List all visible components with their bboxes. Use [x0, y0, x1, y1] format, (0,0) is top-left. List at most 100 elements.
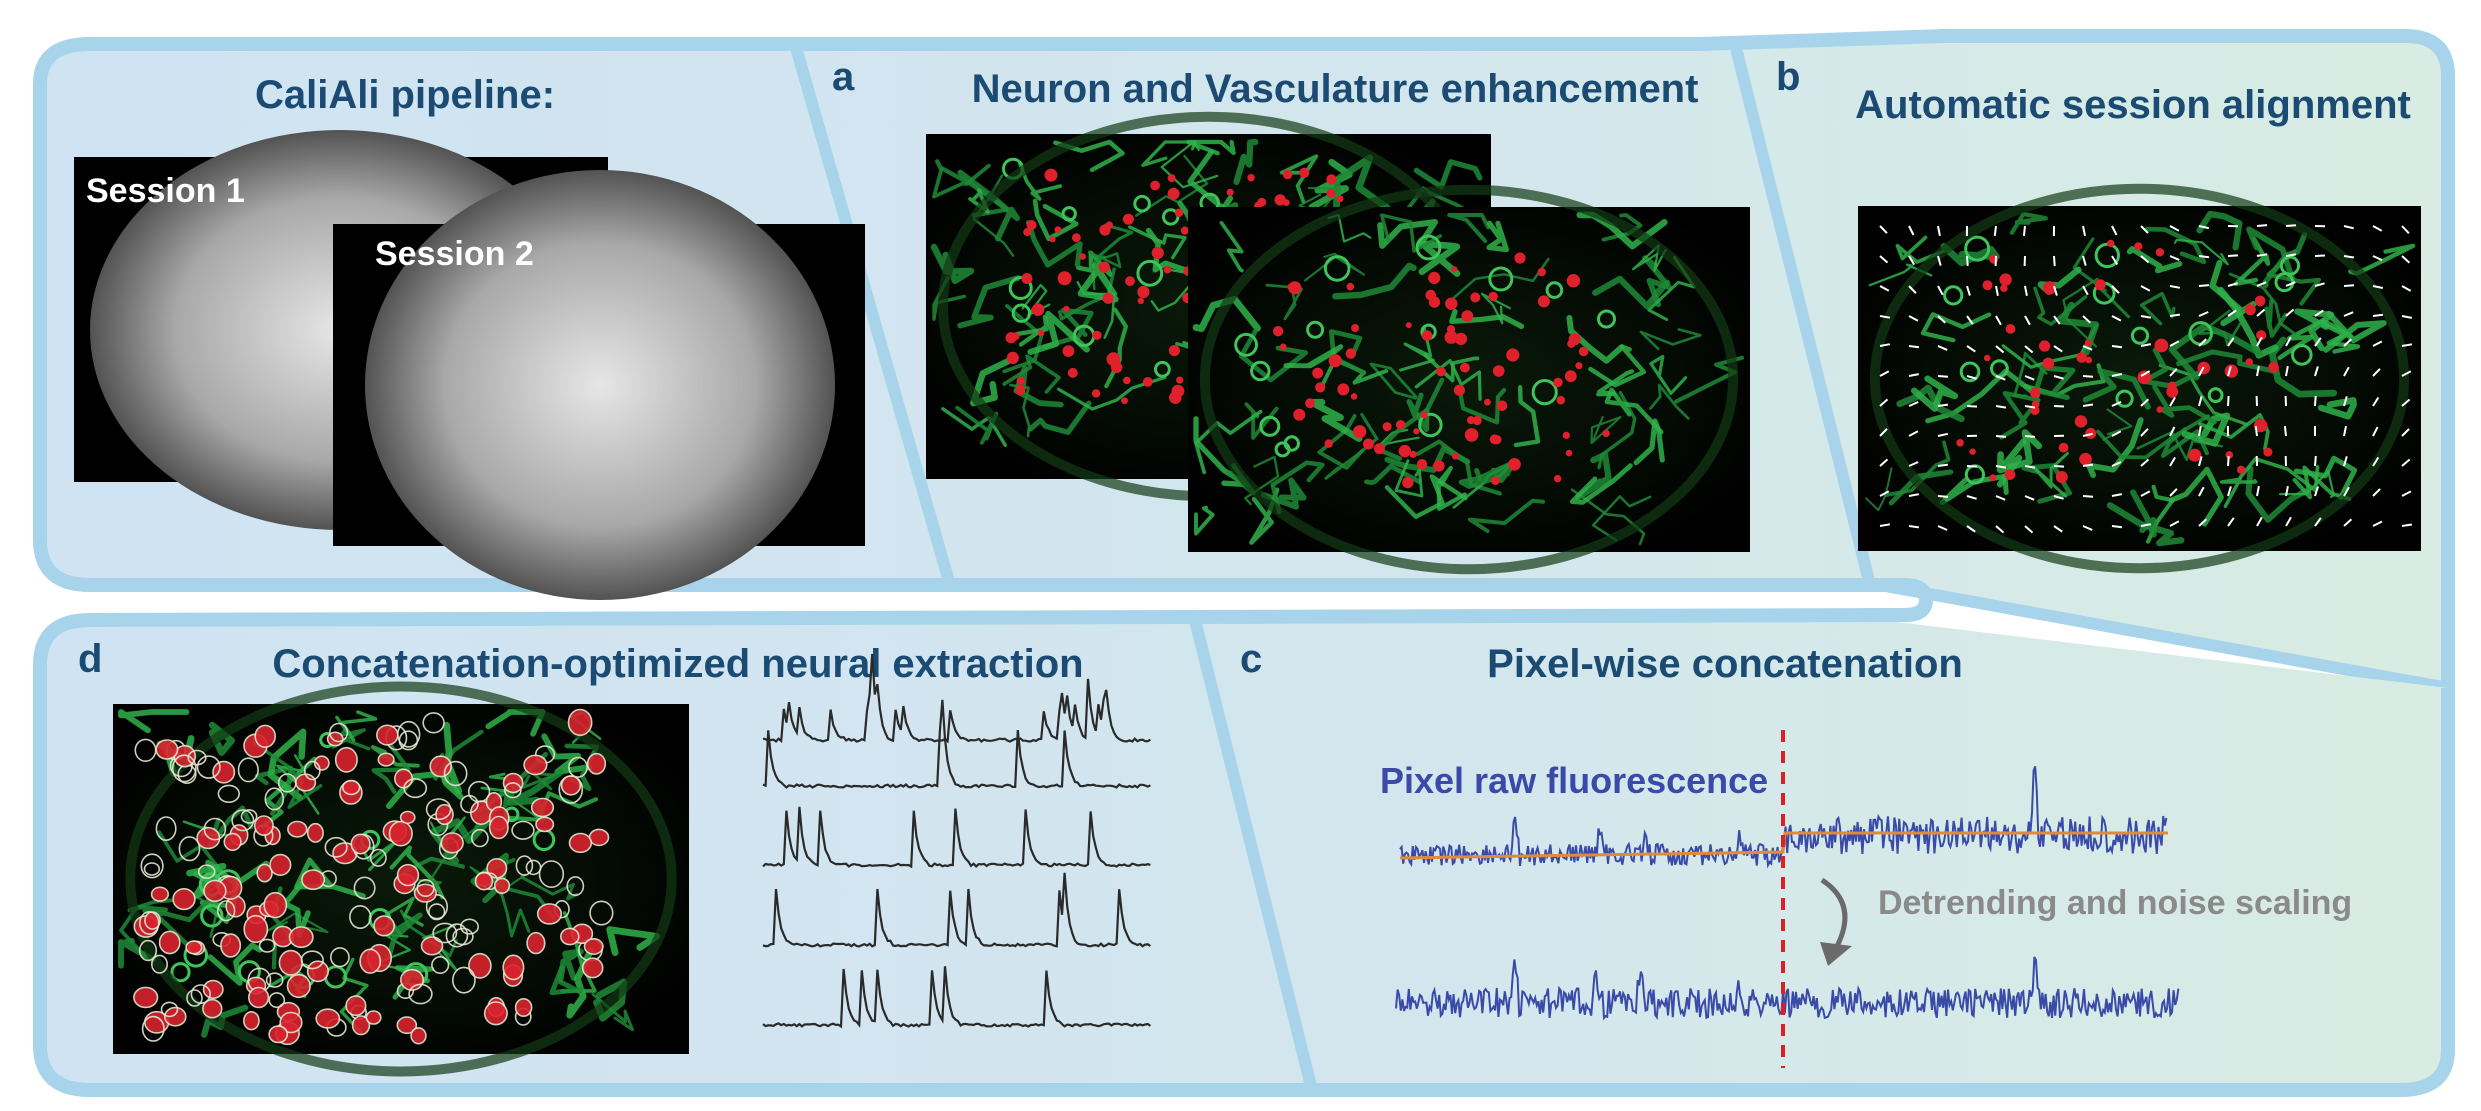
vessel-segment [499, 889, 531, 938]
vessel-segment [1588, 344, 1646, 388]
vessel-segment [1369, 362, 1418, 400]
neuron-dot [1299, 167, 1310, 178]
vessel-segment [957, 169, 1020, 242]
vessel-segment [1194, 409, 1263, 475]
vessel-segment [1238, 328, 1308, 383]
neuron-contour [559, 927, 580, 946]
neuron-dot [2005, 324, 2016, 334]
neuron-dot [2031, 400, 2040, 409]
displacement-arrow [1937, 225, 1941, 236]
neuron-contour [399, 810, 416, 825]
neuron-contour [190, 984, 212, 1005]
vessel-segment [1865, 467, 1893, 512]
displacement-arrow [2198, 366, 2205, 377]
neuron-dot [2058, 442, 2069, 453]
neuron-dot [1488, 291, 1498, 302]
extraction-image [113, 681, 689, 1077]
vessel-segment [1895, 235, 1945, 264]
displacement-arrow [2343, 426, 2347, 437]
displacement-arrow [1937, 432, 1949, 437]
vessel-ring [2291, 344, 2313, 366]
displacement-arrow [1908, 373, 1919, 377]
neuron-contour [397, 720, 421, 748]
neuron-dot [2237, 465, 2246, 474]
neuron-contour [220, 933, 242, 958]
vessel-segment [1570, 488, 1646, 546]
vessel-segment [1332, 262, 1417, 300]
displacement-arrow [2256, 516, 2263, 527]
displacement-arrow [2227, 395, 2230, 407]
neuron-dot [1556, 395, 1566, 405]
session-1-label: Session 1 [86, 172, 245, 210]
neuron-contour [459, 918, 479, 935]
displacement-arrow [2372, 520, 2383, 527]
neuron-contour [535, 816, 555, 833]
displacement-arrow [2024, 285, 2028, 296]
vessel-segment [1141, 140, 1198, 167]
displacement-arrow [2140, 428, 2149, 437]
displacement-arrow [1966, 465, 1978, 468]
neuron-dot [1257, 197, 1267, 207]
neuron-contour [410, 1027, 427, 1045]
vessel-ring [1061, 206, 1077, 222]
vessel-segment [549, 965, 585, 996]
neuron-dot [1956, 439, 1964, 447]
neuron-dot [1054, 226, 1062, 234]
neuron-dot [1491, 476, 1500, 485]
displacement-arrow [2372, 313, 2384, 317]
neuron-contour [511, 820, 535, 840]
vessel-segment [1566, 314, 1625, 364]
neuron-dot [1167, 174, 1176, 183]
neuron-contour [240, 809, 258, 824]
activity-trace [762, 653, 1151, 744]
displacement-arrow [1937, 315, 1946, 324]
displacement-arrow [2372, 488, 2381, 497]
neuron-contour [353, 876, 376, 900]
displacement-arrow [2111, 430, 2122, 437]
displacement-arrow [2343, 456, 2348, 467]
neuron-contour [231, 809, 255, 832]
displacement-arrow [2082, 345, 2093, 351]
displacement-arrow [1879, 523, 1891, 527]
neuron-contour [143, 862, 161, 876]
vessel-segment [441, 721, 463, 795]
displacement-arrow [2082, 463, 2094, 467]
displacement-arrow [1908, 255, 1916, 266]
vessel-ring [170, 962, 191, 983]
displacement-arrow [1937, 345, 1948, 351]
neuron-dot [1091, 389, 1101, 398]
neuron-contour [155, 816, 177, 842]
displacement-arrow [2169, 340, 2180, 347]
neuron-contour [413, 883, 438, 903]
vessel-segment [1233, 138, 1259, 185]
neuron-dot [1121, 397, 1128, 405]
bottom-frame-border [33, 608, 2455, 1097]
neuron-dot [1537, 267, 1546, 277]
neuron-dot [2244, 304, 2256, 316]
vessel-segment [1649, 383, 1690, 420]
neuron-dot [1102, 292, 1114, 304]
neuron-contour [295, 773, 317, 792]
displacement-arrow [1937, 525, 1948, 531]
vessel-segment [1128, 225, 1187, 260]
neuron-contour [467, 780, 491, 803]
neuron-dot [1031, 303, 1045, 317]
neuron-contour [197, 864, 216, 880]
vessel-segment [1025, 220, 1083, 268]
displacement-arrow [2372, 225, 2383, 232]
vessel-segment [591, 992, 634, 1032]
neuron-dot [2079, 452, 2092, 466]
neuron-contour [396, 863, 420, 887]
neuron-dot [2084, 339, 2092, 347]
displacement-arrow [1995, 495, 2006, 501]
neuron-contour [212, 760, 236, 784]
neuron-contour [488, 815, 509, 840]
neuron-contour [313, 755, 330, 771]
displacement-arrow [2140, 255, 2150, 264]
neuron-dot [1287, 283, 1294, 290]
neuron-contour [268, 1025, 289, 1044]
neuron-dot [1999, 273, 2012, 286]
vessel-segment [207, 942, 263, 986]
displacement-arrow [2227, 455, 2230, 467]
neuron-contour [286, 973, 311, 999]
